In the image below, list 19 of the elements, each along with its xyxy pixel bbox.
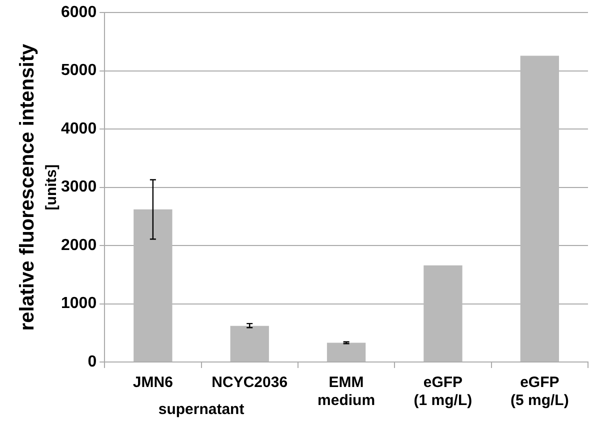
y-axis-title: relative fluorescence intensity [units] xyxy=(16,43,60,331)
text: supernatant xyxy=(158,401,244,418)
bar xyxy=(230,326,269,362)
y-tick-label: 1000 xyxy=(61,295,97,312)
y-tick-label: 6000 xyxy=(61,4,97,22)
bar xyxy=(424,265,462,362)
y-tick-label: 4000 xyxy=(61,120,97,138)
y-tick-label: 5000 xyxy=(61,62,97,80)
x-tick-label: EMM medium xyxy=(318,374,376,410)
y-tick-label: 0 xyxy=(88,353,97,370)
bar xyxy=(520,56,559,362)
x-tick-label: eGFP (5 mg/L) xyxy=(510,374,569,410)
y-tick-label: 2000 xyxy=(61,236,97,254)
x-tick-label: JMN6 xyxy=(132,374,173,392)
bar xyxy=(326,342,366,362)
bar xyxy=(134,209,172,362)
y-tick-label: 3000 xyxy=(61,178,97,196)
x-tick-label: eGFP (1 mg/L) xyxy=(414,374,472,410)
x-tick-label: NCYC2036 xyxy=(212,374,288,392)
